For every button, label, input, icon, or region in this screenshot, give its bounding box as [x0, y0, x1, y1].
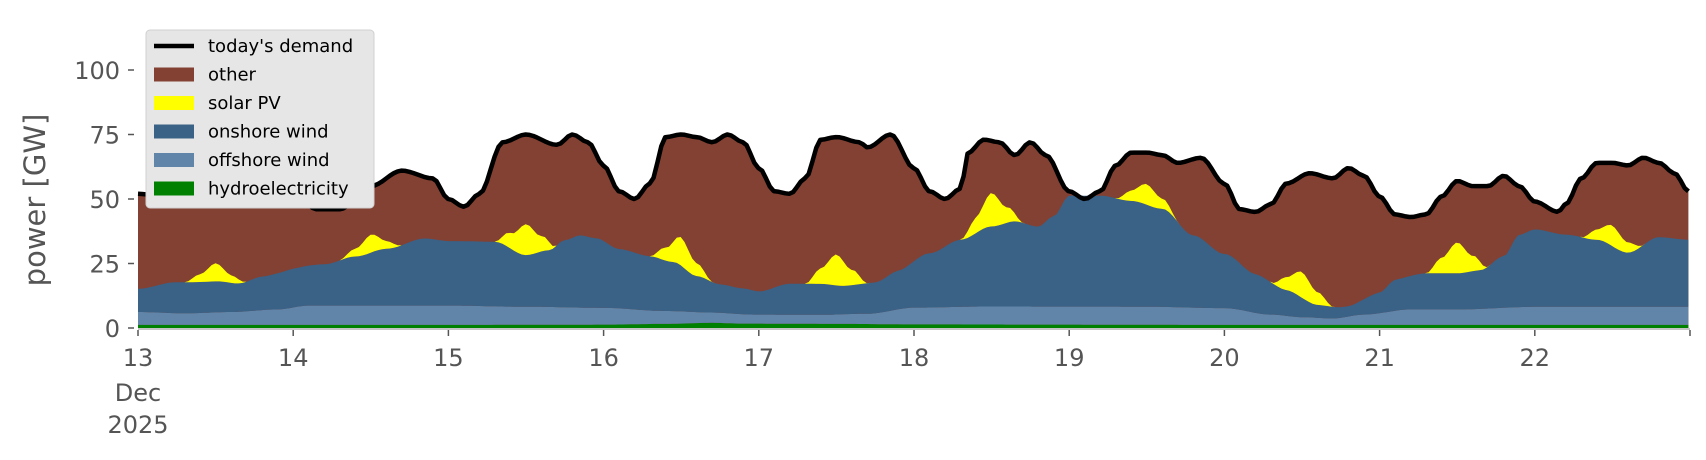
legend-label: other: [208, 65, 257, 86]
legend: today's demand other solar PV onshore wind o…: [145, 29, 375, 209]
x-tick-sublabel: Dec: [115, 379, 161, 407]
area-solar-pv: [138, 183, 1689, 308]
area-onshore-wind: [138, 195, 1689, 319]
y-tick-label: 100: [74, 57, 120, 85]
y-tick-label: 50: [89, 186, 120, 214]
axes: 0 25 50 75 100 13 Dec 2025 14 15 16 17 18 19 20 21 22: [74, 57, 1691, 439]
x-tick-label: 17: [744, 344, 775, 372]
x-tick-label: 18: [899, 344, 930, 372]
y-axis-label: power [GW]: [18, 114, 52, 287]
area-offshore-wind: [138, 305, 1689, 325]
y-tick-label: 25: [89, 251, 120, 279]
legend-swatch: [154, 181, 194, 196]
x-tick-label: 16: [588, 344, 619, 372]
x-tick-label: 21: [1364, 344, 1395, 372]
x-tick-label: 22: [1520, 344, 1551, 372]
y-tick-label: 75: [89, 122, 120, 150]
legend-swatch: [154, 96, 194, 110]
legend-box: [145, 29, 375, 209]
x-tick-label: 20: [1209, 344, 1240, 372]
legend-label: onshore wind: [208, 122, 329, 143]
legend-swatch: [154, 124, 194, 139]
x-tick-sublabel: 2025: [107, 411, 168, 439]
x-tick-label: 15: [433, 344, 464, 372]
x-tick-label: 14: [278, 344, 309, 372]
x-tick-label: 13: [123, 344, 154, 372]
legend-swatch: [154, 153, 194, 167]
legend-label: solar PV: [208, 93, 281, 114]
stacked-areas: [138, 134, 1689, 328]
legend-label: hydroelectricity: [208, 179, 349, 200]
y-tick-label: 0: [105, 315, 120, 343]
legend-swatch: [154, 67, 194, 82]
legend-label: today's demand: [208, 36, 353, 57]
demand-line: [137, 132, 1690, 220]
demand-layer: [137, 132, 1690, 220]
area-hydroelectricity: [138, 322, 1689, 328]
legend-label: offshore wind: [208, 150, 330, 171]
x-tick-label: 19: [1054, 344, 1085, 372]
